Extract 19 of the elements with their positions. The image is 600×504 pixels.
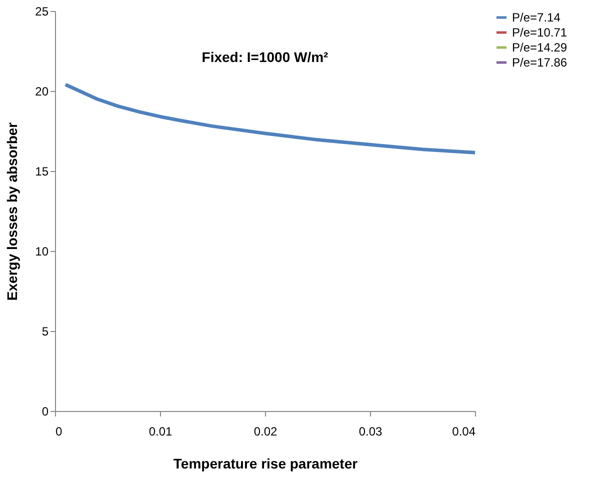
x-tick-label: 0.04 — [452, 424, 476, 438]
x-axis-title: Temperature rise parameter — [173, 456, 358, 472]
legend-label: P/e=7.14 — [512, 10, 561, 24]
x-tick-label: 0 — [56, 424, 62, 438]
y-tick-label: 10 — [35, 244, 49, 258]
y-tick-label: 25 — [35, 4, 49, 18]
y-tick-label: 0 — [42, 404, 49, 418]
legend-label: P/e=10.71 — [512, 26, 568, 40]
x-tick-label: 0.03 — [358, 424, 382, 438]
y-tick-label: 20 — [35, 84, 49, 98]
x-tick-label: 0.02 — [254, 424, 278, 438]
y-tick-label: 5 — [42, 324, 49, 338]
y-axis-title: Exergy losses by absorber — [4, 122, 20, 301]
legend-label: P/e=17.86 — [512, 56, 568, 70]
legend-label: P/e=14.29 — [512, 40, 568, 54]
x-tick-label: 0.01 — [148, 424, 172, 438]
y-tick-label: 15 — [35, 164, 49, 178]
line-series — [64, 82, 477, 154]
text: Fixed: I=1000 W/m² — [202, 49, 329, 65]
